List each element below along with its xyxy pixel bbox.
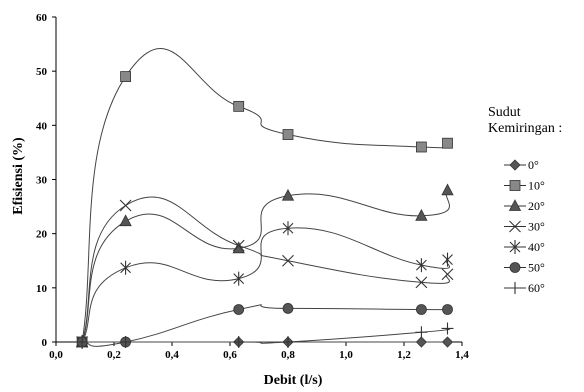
legend-marker-triangle [508, 199, 522, 211]
series-square [76, 48, 453, 348]
data-point-star [416, 258, 427, 273]
series-layer [75, 48, 454, 349]
legend-item-star: 40° [504, 240, 545, 254]
legend-label: 20° [528, 199, 545, 213]
legend-item-diamond: 0° [504, 158, 539, 172]
data-point-triangle [119, 214, 132, 227]
series-line-star [81, 227, 450, 343]
legend-marker-plus [509, 282, 521, 294]
series-line-plus [82, 327, 450, 344]
legend-marker-circle [509, 262, 521, 273]
data-point-star [233, 271, 245, 286]
data-point-x [282, 254, 294, 267]
chart-axes: 0,0 0,2 0,4 0,6 0,8 1,0 1,2 1,4 0 10 20 30 40 50 60 [36, 12, 469, 361]
series-line-x [81, 196, 450, 343]
x-tick-label: 0,4 [165, 349, 179, 361]
legend-item-x: 30° [504, 220, 545, 234]
data-point-circle [415, 304, 427, 315]
data-point-triangle [281, 188, 295, 201]
data-point-circle [233, 304, 245, 315]
data-point-circle [442, 304, 453, 315]
legend-title-line: Sudut [488, 105, 521, 120]
data-point-square [120, 71, 131, 82]
data-point-diamond [441, 336, 454, 348]
data-point-triangle [441, 183, 454, 196]
legend-marker-diamond [509, 159, 521, 171]
y-axis-label: Efisiensi (%) [11, 137, 26, 215]
data-point-plus [282, 336, 294, 348]
data-point-plus [76, 336, 89, 348]
y-tick-label: 40 [36, 120, 48, 132]
y-tick-label: 10 [36, 283, 48, 295]
data-point-plus [415, 326, 428, 339]
x-tick-label: 0,8 [281, 349, 295, 361]
data-point-circle [282, 303, 294, 314]
data-point-star [282, 221, 294, 236]
data-point-plus [119, 336, 132, 348]
legend-marker-square [509, 180, 521, 191]
series-star [76, 221, 453, 349]
legend-item-triangle: 20° [504, 199, 545, 213]
data-point-square [415, 141, 427, 153]
data-point-plus [232, 336, 245, 348]
legend-label: 0° [528, 158, 539, 172]
data-point-plus [441, 322, 454, 335]
data-point-x [119, 199, 132, 212]
data-point-square [282, 129, 294, 140]
legend-title-line: Kemiringan : [488, 121, 562, 136]
series-x [76, 196, 454, 348]
data-point-star [120, 260, 131, 275]
data-point-x [415, 276, 428, 289]
legend-label: 10° [528, 179, 545, 193]
legend-item-circle: 50° [504, 261, 545, 275]
x-tick-label: 0,2 [107, 349, 121, 361]
legend-item-square: 10° [504, 179, 545, 193]
series-plus [76, 322, 454, 348]
legend-label: 40° [528, 240, 545, 254]
data-point-star [442, 252, 453, 267]
series-line-triangle [81, 189, 450, 343]
y-tick-label: 30 [36, 175, 48, 187]
x-tick-label: 1,2 [397, 349, 411, 361]
data-point-square [233, 100, 245, 112]
legend-item-plus: 60° [504, 281, 545, 295]
data-point-triangle [415, 208, 428, 221]
data-point-square [442, 137, 453, 149]
x-tick-label: 0,0 [49, 349, 63, 361]
y-tick-label: 60 [36, 12, 48, 24]
data-point-x [441, 268, 454, 281]
data-point-diamond [415, 336, 427, 348]
data-point-triangle [232, 241, 245, 254]
y-tick-label: 50 [36, 66, 48, 78]
x-axis-label: Debit (l/s) [264, 373, 323, 388]
legend-marker-x [509, 220, 521, 233]
series-circle [76, 303, 453, 348]
legend-label: 30° [528, 220, 545, 234]
x-tick-label: 1,0 [339, 349, 353, 361]
series-line-square [81, 48, 450, 343]
y-tick-label: 20 [36, 229, 48, 241]
legend-marker-star [509, 240, 521, 254]
data-point-x [232, 239, 245, 252]
y-tick-label: 0 [42, 337, 48, 349]
series-line-circle [82, 304, 450, 347]
legend-label: 60° [528, 281, 545, 295]
x-tick-label: 0,6 [223, 349, 237, 361]
legend-label: 50° [528, 261, 545, 275]
x-tick-label: 1,4 [455, 349, 469, 361]
